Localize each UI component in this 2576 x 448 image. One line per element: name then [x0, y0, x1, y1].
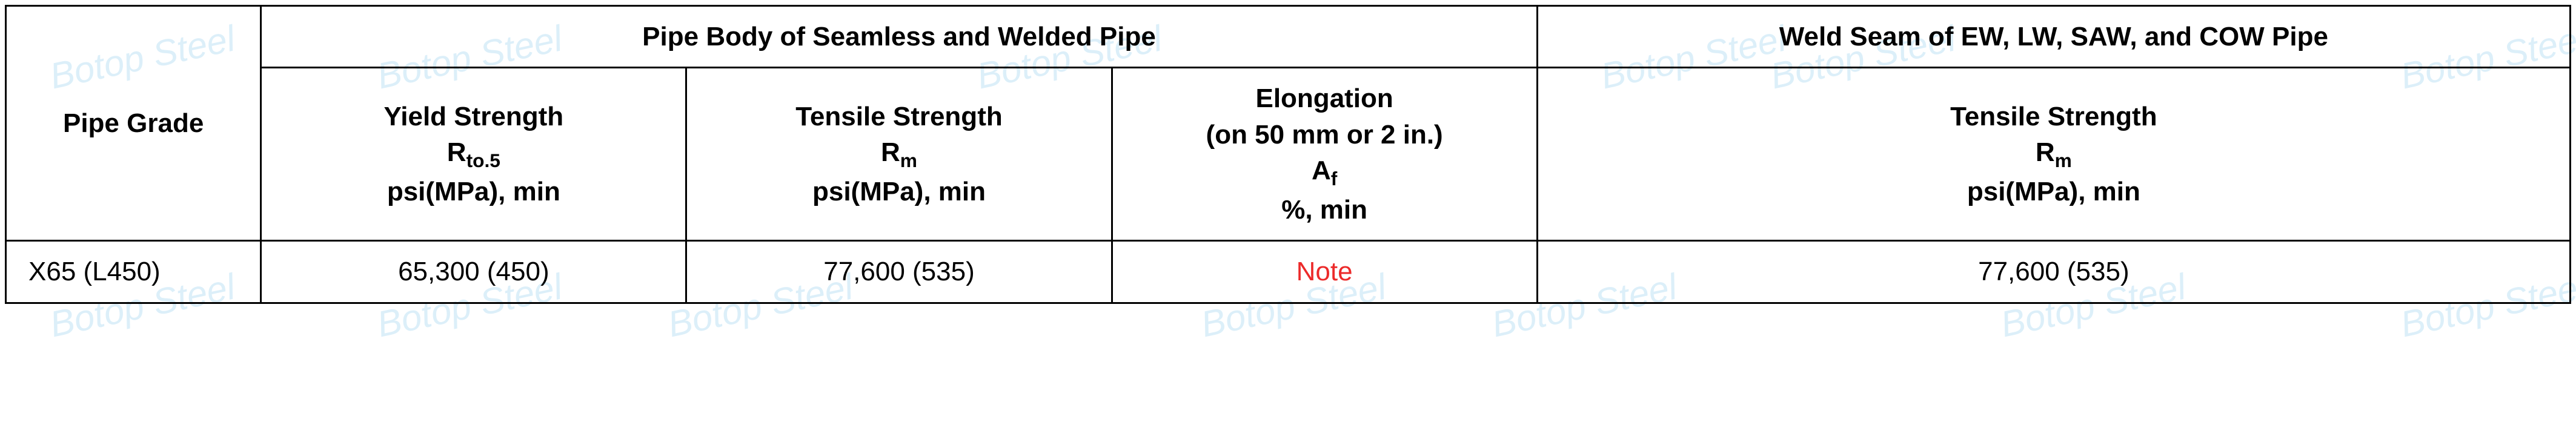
header-pipe-grade: Pipe Grade: [6, 6, 261, 241]
header-symbol: R: [2036, 137, 2055, 167]
cell-value: X65 (L450): [28, 257, 161, 286]
cell-value: 65,300 (450): [398, 257, 549, 286]
header-label: Weld Seam of EW, LW, SAW, and COW Pipe: [1779, 22, 2328, 51]
header-subscript: to.5: [466, 150, 500, 171]
header-weld-seam-group: Weld Seam of EW, LW, SAW, and COW Pipe: [1537, 6, 2570, 68]
header-tensile-seam: Tensile Strength Rm psi(MPa), min: [1537, 68, 2570, 241]
header-symbol: R: [881, 137, 900, 167]
header-subscript: m: [2055, 150, 2072, 171]
header-pipe-body-group: Pipe Body of Seamless and Welded Pipe: [261, 6, 1537, 68]
header-line: Tensile Strength: [795, 102, 1002, 131]
header-line: psi(MPa), min: [812, 177, 986, 206]
header-line: Tensile Strength: [1950, 102, 2157, 131]
header-line: %, min: [1281, 195, 1367, 225]
header-line: Elongation: [1255, 84, 1393, 113]
cell-grade: X65 (L450): [6, 241, 261, 303]
header-tensile-body: Tensile Strength Rm psi(MPa), min: [686, 68, 1112, 241]
header-line: psi(MPa), min: [1967, 177, 2140, 206]
header-line: (on 50 mm or 2 in.): [1206, 120, 1443, 150]
header-symbol: A: [1312, 156, 1331, 185]
cell-tensile-body: 77,600 (535): [686, 241, 1112, 303]
header-symbol: R: [447, 137, 466, 167]
cell-yield: 65,300 (450): [261, 241, 686, 303]
header-label: Pipe Grade: [63, 108, 204, 138]
header-line: Yield Strength: [384, 102, 564, 131]
header-label: Pipe Body of Seamless and Welded Pipe: [642, 22, 1156, 51]
header-yield-strength: Yield Strength Rto.5 psi(MPa), min: [261, 68, 686, 241]
table-row: X65 (L450) 65,300 (450) 77,600 (535) Not…: [6, 241, 2571, 303]
cell-elongation: Note: [1112, 241, 1537, 303]
cell-value: 77,600 (535): [1978, 257, 2130, 286]
header-subscript: m: [900, 150, 917, 171]
spec-table: Pipe Grade Pipe Body of Seamless and Wel…: [5, 5, 2571, 304]
cell-tensile-seam: 77,600 (535): [1537, 241, 2570, 303]
header-line: psi(MPa), min: [387, 177, 560, 206]
cell-value-note: Note: [1296, 257, 1353, 286]
header-elongation: Elongation (on 50 mm or 2 in.) Af %, min: [1112, 68, 1537, 241]
header-subscript: f: [1331, 168, 1338, 189]
cell-value: 77,600 (535): [823, 257, 975, 286]
